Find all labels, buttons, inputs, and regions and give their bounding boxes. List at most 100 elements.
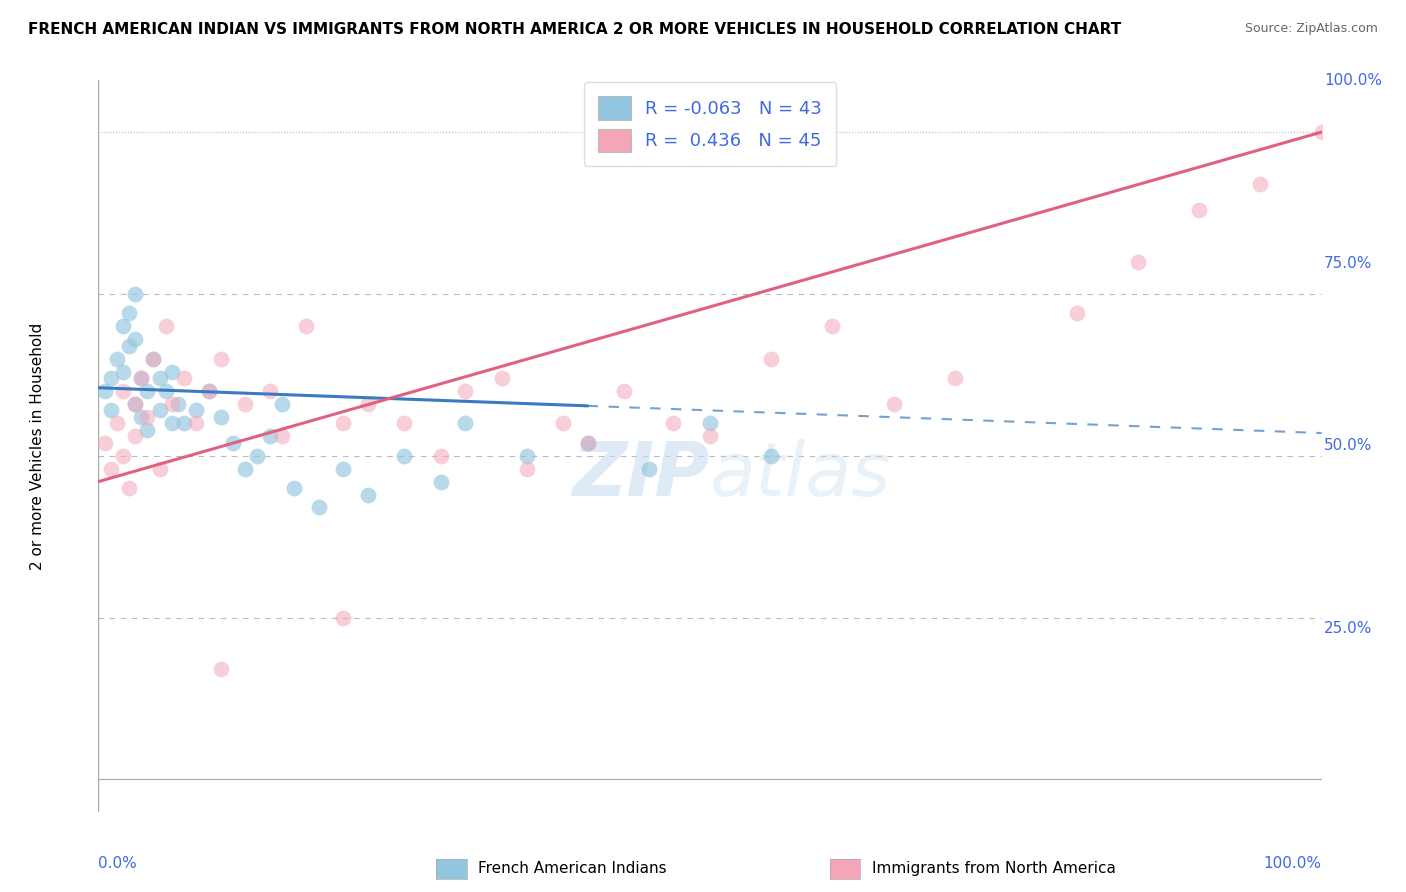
Point — [295, 319, 318, 334]
Point — [270, 397, 294, 411]
Point — [1188, 202, 1211, 217]
Point — [173, 417, 195, 431]
Point — [308, 500, 330, 515]
Point — [186, 417, 208, 431]
Point — [160, 365, 183, 379]
Point — [699, 429, 721, 443]
Point — [111, 384, 134, 398]
Point — [142, 351, 165, 366]
Point — [454, 417, 477, 431]
Point — [100, 461, 122, 475]
Point — [129, 409, 152, 424]
Text: 25.0%: 25.0% — [1324, 622, 1372, 636]
Point — [149, 461, 172, 475]
Text: ZIP: ZIP — [572, 439, 710, 512]
Point — [100, 371, 122, 385]
Point — [259, 429, 281, 443]
Point — [491, 371, 513, 385]
Text: French American Indians: French American Indians — [478, 862, 666, 876]
Text: FRENCH AMERICAN INDIAN VS IMMIGRANTS FROM NORTH AMERICA 2 OR MORE VEHICLES IN HO: FRENCH AMERICAN INDIAN VS IMMIGRANTS FRO… — [28, 22, 1122, 37]
Point — [129, 371, 152, 385]
Point — [454, 384, 477, 398]
Point — [637, 461, 661, 475]
Point — [105, 351, 128, 366]
Point — [209, 409, 232, 424]
Point — [222, 435, 245, 450]
Point — [209, 351, 232, 366]
Point — [111, 365, 134, 379]
Point — [1310, 125, 1333, 139]
Point — [699, 417, 721, 431]
Point — [124, 397, 146, 411]
Point — [155, 319, 177, 334]
Point — [118, 481, 141, 495]
Point — [197, 384, 219, 398]
Point — [233, 397, 256, 411]
Point — [883, 397, 905, 411]
Point — [93, 384, 115, 398]
Text: atlas: atlas — [710, 439, 891, 511]
Point — [124, 397, 146, 411]
Point — [1249, 177, 1271, 191]
Point — [136, 423, 159, 437]
Point — [197, 384, 219, 398]
Text: 0.0%: 0.0% — [98, 855, 138, 871]
Point — [576, 435, 599, 450]
Point — [259, 384, 281, 398]
Point — [613, 384, 636, 398]
Point — [270, 429, 294, 443]
Point — [246, 449, 269, 463]
Point — [332, 610, 354, 624]
Point — [1066, 306, 1088, 320]
Text: 50.0%: 50.0% — [1324, 439, 1372, 453]
Point — [149, 403, 172, 417]
Point — [124, 332, 146, 346]
Point — [111, 449, 134, 463]
Point — [553, 417, 575, 431]
Point — [356, 487, 378, 501]
Point — [356, 397, 378, 411]
Point — [160, 397, 183, 411]
Point — [173, 371, 195, 385]
Text: Immigrants from North America: Immigrants from North America — [872, 862, 1115, 876]
Point — [100, 403, 122, 417]
Point — [136, 384, 159, 398]
Point — [142, 351, 165, 366]
Point — [105, 417, 128, 431]
Point — [943, 371, 966, 385]
Point — [761, 449, 783, 463]
Point — [662, 417, 685, 431]
Point — [233, 461, 256, 475]
Point — [430, 475, 453, 489]
Point — [149, 371, 172, 385]
Text: Source: ZipAtlas.com: Source: ZipAtlas.com — [1244, 22, 1378, 36]
Point — [167, 397, 190, 411]
Point — [392, 449, 416, 463]
Text: 100.0%: 100.0% — [1324, 73, 1382, 87]
Text: 100.0%: 100.0% — [1264, 855, 1322, 871]
Point — [124, 286, 146, 301]
Point — [1128, 254, 1150, 268]
Point — [118, 306, 141, 320]
Point — [124, 429, 146, 443]
Point — [209, 662, 232, 676]
Point — [136, 409, 159, 424]
Point — [283, 481, 305, 495]
Point — [576, 435, 599, 450]
Point — [761, 351, 783, 366]
Point — [118, 339, 141, 353]
Point — [515, 461, 537, 475]
Point — [129, 371, 152, 385]
Point — [155, 384, 177, 398]
Legend: R = -0.063   N = 43, R =  0.436   N = 45: R = -0.063 N = 43, R = 0.436 N = 45 — [583, 82, 837, 166]
Point — [515, 449, 537, 463]
Point — [392, 417, 416, 431]
Point — [821, 319, 844, 334]
Point — [160, 417, 183, 431]
Point — [332, 461, 354, 475]
Text: 75.0%: 75.0% — [1324, 256, 1372, 270]
Point — [332, 417, 354, 431]
Point — [93, 435, 115, 450]
Text: 2 or more Vehicles in Household: 2 or more Vehicles in Household — [30, 322, 45, 570]
Point — [186, 403, 208, 417]
